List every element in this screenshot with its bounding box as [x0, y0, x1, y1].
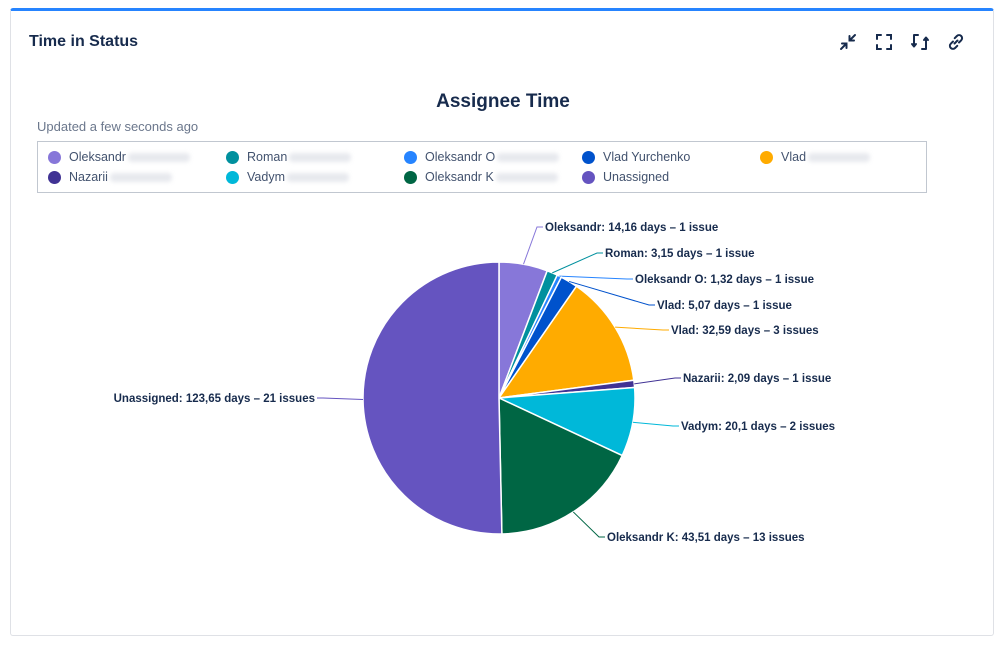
legend-item[interactable]: Nazarii — [48, 167, 226, 187]
leader-line — [634, 377, 681, 385]
leader-line — [317, 397, 364, 400]
minimize-icon[interactable] — [835, 29, 861, 55]
slice-label: Unassigned: 123,65 days – 21 issues — [114, 393, 315, 405]
leader-line — [632, 421, 679, 427]
slice-label: Oleksandr: 14,16 days – 1 issue — [545, 222, 718, 234]
pie-chart: Oleksandr: 14,16 days – 1 issue Roman: 3,… — [114, 222, 835, 544]
legend-item[interactable]: Oleksandr K — [404, 167, 582, 187]
legend-swatch — [226, 150, 239, 164]
chart-title: Assignee Time — [436, 91, 570, 112]
panel-title: Time in Status — [29, 33, 139, 50]
legend-label: Oleksandr O — [425, 150, 496, 164]
legend-item[interactable]: Unassigned — [582, 167, 760, 187]
legend-label: Nazarii — [69, 170, 108, 184]
legend-swatch — [760, 150, 773, 164]
link-icon[interactable] — [943, 29, 969, 55]
leader-line — [568, 280, 655, 306]
legend-label: Vlad — [781, 150, 807, 164]
chart-legend: Oleksandr Roman Oleksandr O Vlad Yurchen… — [37, 141, 927, 193]
leader-line — [552, 252, 603, 274]
slice-label: Vadym: 20,1 days – 2 issues — [681, 421, 835, 433]
leader-line — [523, 226, 543, 265]
slice-label: Vlad: 5,07 days – 1 issue — [657, 300, 792, 312]
leader-line — [615, 326, 669, 331]
updated-text: Updated a few seconds ago — [37, 119, 199, 134]
time-in-status-panel: Time in Status Assigne — [10, 8, 994, 636]
pie-slice[interactable] — [362, 261, 503, 535]
legend-swatch — [226, 170, 239, 184]
legend-label: Oleksandr K — [425, 170, 494, 184]
pie-slice[interactable] — [497, 285, 635, 399]
slice-label: Oleksandr O: 1,32 days – 1 issue — [635, 274, 814, 286]
legend-item[interactable]: Vadym — [226, 167, 404, 187]
legend-item[interactable]: Oleksandr O — [404, 147, 582, 167]
slice-label: Oleksandr K: 43,51 days – 13 issues — [607, 532, 805, 544]
legend-label: Oleksandr — [69, 150, 126, 164]
legend-swatch — [48, 150, 61, 164]
slice-label: Roman: 3,15 days – 1 issue — [605, 248, 755, 260]
refresh-icon[interactable] — [907, 29, 933, 55]
legend-label: Unassigned — [603, 170, 670, 184]
legend-item[interactable]: Vlad — [760, 147, 938, 167]
leader-line — [572, 511, 605, 538]
legend-item[interactable]: Roman — [226, 147, 404, 167]
fullscreen-icon[interactable] — [871, 29, 897, 55]
legend-swatch — [48, 170, 61, 184]
panel-toolbar — [835, 29, 969, 55]
legend-swatch — [404, 170, 417, 184]
legend-label: Vlad Yurchenko — [603, 150, 691, 164]
legend-item[interactable]: Oleksandr — [48, 147, 226, 167]
slice-label: Vlad: 32,59 days – 3 issues — [671, 325, 819, 337]
legend-label: Roman — [247, 150, 288, 164]
legend-swatch — [582, 170, 595, 184]
legend-item[interactable]: Vlad Yurchenko — [582, 147, 760, 167]
legend-swatch — [582, 150, 595, 164]
legend-swatch — [404, 150, 417, 164]
leader-line — [559, 275, 633, 280]
slice-label: Nazarii: 2,09 days – 1 issue — [683, 373, 831, 385]
legend-label: Vadym — [247, 170, 285, 184]
